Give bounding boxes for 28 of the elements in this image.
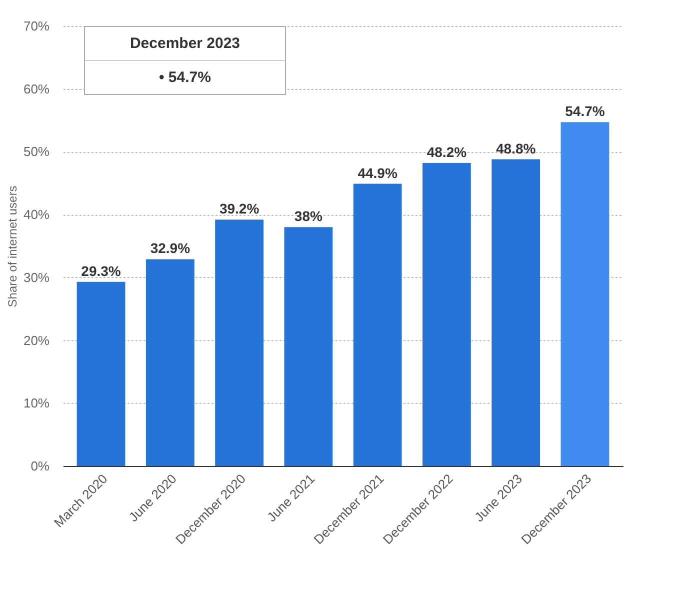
bar xyxy=(492,159,540,466)
y-axis-title: Share of internet users xyxy=(5,186,20,308)
bar xyxy=(353,184,402,466)
bar xyxy=(215,220,264,466)
bar xyxy=(422,163,471,466)
data-label: 48.8% xyxy=(496,140,536,156)
y-tick-label: 60% xyxy=(23,81,50,96)
data-label: 32.9% xyxy=(150,240,191,256)
data-label: 48.2% xyxy=(426,144,468,160)
bar xyxy=(146,259,194,466)
y-tick-label: 10% xyxy=(23,396,50,411)
data-label: 44.9% xyxy=(358,164,398,181)
y-tick-label: 50% xyxy=(23,144,50,160)
y-tick-label: 0% xyxy=(30,458,50,474)
data-label: 54.7% xyxy=(565,103,606,120)
y-tick-label: 70% xyxy=(23,18,50,34)
annotation: December 2023 xyxy=(128,34,242,54)
bar xyxy=(560,122,610,466)
bar xyxy=(76,282,126,466)
annotation: • 54.7% xyxy=(85,60,285,94)
y-tick-label: 30% xyxy=(23,270,50,285)
data-label: 39.2% xyxy=(219,200,260,217)
bar xyxy=(284,227,333,466)
data-label: 38% xyxy=(294,208,323,224)
y-tick-label: 20% xyxy=(23,332,50,348)
data-label: 29.3% xyxy=(81,262,122,279)
y-tick-label: 40% xyxy=(23,207,50,222)
tooltip-box: December 2023 • 54.7% xyxy=(84,26,286,95)
